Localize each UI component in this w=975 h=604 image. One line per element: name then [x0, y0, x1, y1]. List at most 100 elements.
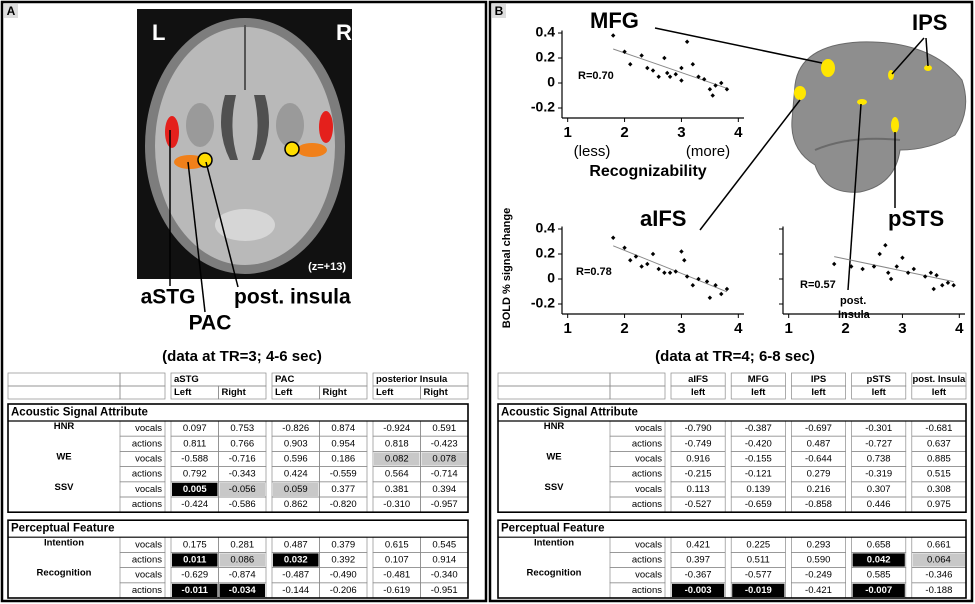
table-value: -0.343 — [229, 469, 256, 480]
table-value: 0.590 — [807, 555, 831, 566]
point — [656, 266, 661, 272]
x-tick-label: 1 — [785, 320, 793, 337]
cell-shade — [219, 583, 265, 597]
table-value: 0.885 — [927, 454, 951, 465]
table-value: -0.188 — [925, 585, 952, 596]
table-value: 0.307 — [867, 484, 891, 495]
cerebellum — [215, 209, 275, 241]
panel-label: A — [7, 4, 16, 18]
cell-shade — [273, 482, 319, 496]
point — [650, 251, 656, 257]
point — [684, 39, 690, 44]
table-value: 0.308 — [927, 484, 951, 495]
table-value: -0.727 — [865, 438, 892, 449]
table-value: 0.139 — [746, 484, 770, 495]
table-value: -0.121 — [745, 469, 772, 480]
table-value: -0.826 — [282, 423, 309, 434]
x-axis-label: Recognizability — [589, 163, 706, 180]
table-value: 0.032 — [284, 555, 308, 566]
plot-title: pSTS — [888, 206, 944, 231]
row-kind: actions — [132, 438, 162, 449]
column-header: pSTS — [867, 374, 891, 385]
column-subheader: Right — [424, 387, 449, 398]
activation — [857, 99, 867, 105]
plot-title: aIFS — [640, 206, 686, 231]
leader-line — [925, 37, 929, 67]
row-kind: actions — [132, 499, 162, 510]
table-value: 0.225 — [746, 539, 770, 550]
table-value: 0.914 — [432, 555, 456, 566]
table-value: -0.681 — [925, 423, 952, 434]
point — [849, 264, 854, 269]
table-value: -0.011 — [182, 585, 209, 596]
table-value: 0.186 — [331, 454, 355, 465]
point — [934, 273, 939, 278]
table-value: -0.387 — [745, 423, 772, 434]
sulcus — [814, 137, 901, 151]
column-subheader: Left — [174, 387, 192, 398]
row-kind: vocals — [635, 454, 662, 465]
fit-line — [834, 256, 954, 283]
cell-shade — [273, 553, 319, 567]
row-kind: vocals — [635, 570, 662, 581]
table-cell — [372, 372, 469, 387]
brain — [155, 27, 335, 265]
point — [951, 283, 956, 288]
table-value: 0.397 — [686, 555, 710, 566]
plot-title: MFG — [590, 8, 639, 33]
column-header: posterior Insula — [376, 374, 448, 385]
basal-ganglia — [276, 103, 304, 147]
activation — [794, 86, 806, 100]
column-subheader: Right — [222, 387, 247, 398]
section-frame — [497, 403, 967, 513]
column-subheader: left — [691, 387, 706, 398]
table-value: 0.424 — [284, 469, 308, 480]
point — [682, 258, 687, 263]
table-value: 0.811 — [183, 438, 206, 449]
table-value: -0.423 — [431, 438, 458, 449]
table-value: -0.790 — [685, 423, 712, 434]
point — [894, 264, 899, 269]
table-value: -0.716 — [229, 454, 256, 465]
ventricle — [221, 95, 238, 160]
leader-line — [187, 161, 206, 313]
table-value: -0.034 — [229, 585, 257, 596]
section-frame — [7, 403, 469, 513]
section-title: Acoustic Signal Attribute — [501, 407, 638, 419]
table-value: 0.766 — [230, 438, 254, 449]
table-value: 0.487 — [284, 539, 308, 550]
x-tick-label: 4 — [734, 124, 743, 141]
row-kind: actions — [632, 469, 662, 480]
table-cell — [119, 385, 166, 400]
x-tick-label: 3 — [677, 320, 685, 337]
row-label: WE — [546, 452, 561, 463]
row-label: SSV — [54, 482, 74, 493]
cell-shade — [219, 482, 265, 496]
annotation: R=0.70 — [578, 70, 614, 82]
table-value: 0.097 — [183, 423, 207, 434]
table-value: -0.577 — [745, 570, 772, 581]
table-cell — [609, 385, 666, 400]
row-label: SSV — [544, 482, 564, 493]
x-tick-label: 3 — [677, 124, 685, 141]
section-title: Perceptual Feature — [11, 523, 115, 535]
table-cell — [670, 372, 726, 387]
y-axis-label: BOLD % signal change — [501, 208, 513, 328]
x-tick-label: 1 — [564, 124, 572, 141]
table-value: 0.059 — [284, 484, 308, 495]
table-value: 0.086 — [230, 555, 254, 566]
table-cell — [170, 372, 267, 387]
point — [922, 274, 928, 279]
point — [633, 254, 639, 259]
point — [684, 274, 690, 279]
x-tick-label: 2 — [841, 320, 849, 337]
row-kind: actions — [632, 438, 662, 449]
point — [628, 258, 633, 263]
table-value: 0.916 — [686, 454, 710, 465]
table-value: 0.954 — [331, 438, 355, 449]
point — [911, 266, 917, 272]
table-value: 0.281 — [230, 539, 254, 550]
point — [650, 68, 656, 73]
row-label: WE — [56, 452, 71, 463]
